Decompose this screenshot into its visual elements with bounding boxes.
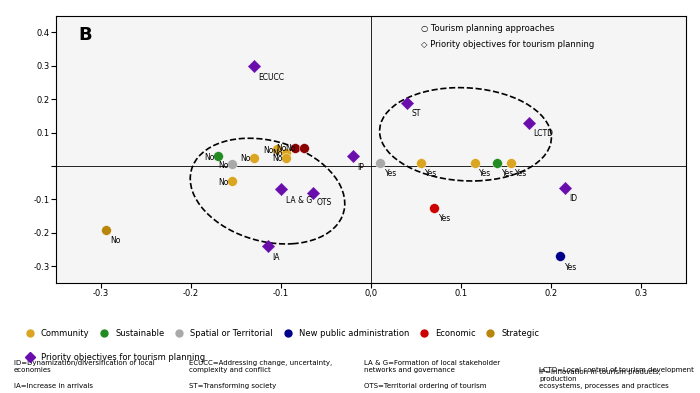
- Point: [559, 185, 570, 191]
- Point: [401, 99, 412, 106]
- Text: LCTD=Local control of tourism development: LCTD=Local control of tourism developmen…: [539, 367, 694, 373]
- Text: ID: ID: [569, 195, 577, 204]
- Text: Yes: Yes: [438, 215, 451, 224]
- Text: IA: IA: [272, 253, 279, 262]
- Point: [280, 150, 291, 156]
- Text: ECUCC: ECUCC: [258, 72, 284, 81]
- Point: [289, 145, 300, 151]
- Text: ○ Tourism planning approaches: ○ Tourism planning approaches: [421, 24, 555, 33]
- Point: [415, 160, 426, 166]
- Point: [100, 226, 111, 233]
- Point: [226, 178, 237, 184]
- Point: [307, 189, 318, 196]
- Point: [271, 146, 282, 152]
- Text: LA & G: LA & G: [286, 196, 312, 205]
- Text: No: No: [241, 154, 251, 163]
- Point: [248, 154, 260, 161]
- Text: Yes: Yes: [564, 263, 577, 272]
- Text: LCTD: LCTD: [533, 129, 553, 138]
- Text: OTS: OTS: [317, 198, 332, 207]
- Text: Yes: Yes: [479, 169, 491, 178]
- Text: LA & G=Formation of local stakeholder
networks and governance: LA & G=Formation of local stakeholder ne…: [364, 360, 500, 373]
- Text: No: No: [218, 161, 228, 170]
- Point: [374, 160, 386, 166]
- Text: IA=Increase in arrivals: IA=Increase in arrivals: [14, 383, 93, 389]
- Text: ◇ Priority objectives for tourism planning: ◇ Priority objectives for tourism planni…: [421, 40, 594, 49]
- Point: [554, 253, 566, 259]
- Legend: Community, Sustainable, Spatial or Territorial, New public administration, Econo: Community, Sustainable, Spatial or Terri…: [18, 326, 542, 342]
- Point: [280, 154, 291, 161]
- Point: [523, 119, 534, 126]
- Point: [469, 160, 480, 166]
- Point: [491, 160, 503, 166]
- Text: ST=Transforming society: ST=Transforming society: [189, 383, 276, 389]
- Point: [428, 205, 440, 211]
- Text: Yes: Yes: [515, 169, 527, 178]
- Text: No: No: [204, 153, 215, 162]
- Text: No: No: [218, 178, 228, 187]
- Point: [298, 145, 309, 151]
- Point: [212, 153, 223, 159]
- Point: [275, 186, 286, 193]
- Text: No: No: [263, 146, 274, 155]
- Text: ID=Dynamization/diversification of local
economies: ID=Dynamization/diversification of local…: [14, 360, 155, 373]
- Point: [248, 63, 260, 69]
- Point: [226, 161, 237, 167]
- Text: No: No: [276, 144, 287, 153]
- Point: [347, 153, 358, 159]
- Text: No: No: [272, 154, 282, 163]
- Legend: Priority objectives for tourism planning: Priority objectives for tourism planning: [18, 350, 208, 365]
- Text: ECUCC=Addressing change, uncertainty,
complexity and conflict: ECUCC=Addressing change, uncertainty, co…: [189, 360, 332, 373]
- Text: Yes: Yes: [425, 169, 438, 178]
- Point: [262, 243, 273, 249]
- Text: No: No: [110, 236, 120, 245]
- Text: IP=Innovation in tourism products, production
ecosystems, processes and practice: IP=Innovation in tourism products, produ…: [539, 369, 668, 389]
- Text: ST: ST: [412, 109, 421, 118]
- Point: [505, 160, 516, 166]
- Text: No: No: [272, 149, 282, 158]
- Text: OTS=Territorial ordering of tourism: OTS=Territorial ordering of tourism: [364, 383, 486, 389]
- Text: B: B: [78, 26, 92, 44]
- Text: No: No: [286, 144, 296, 153]
- Text: IP: IP: [358, 163, 365, 172]
- Text: Yes: Yes: [501, 169, 514, 178]
- Text: Yes: Yes: [384, 169, 397, 178]
